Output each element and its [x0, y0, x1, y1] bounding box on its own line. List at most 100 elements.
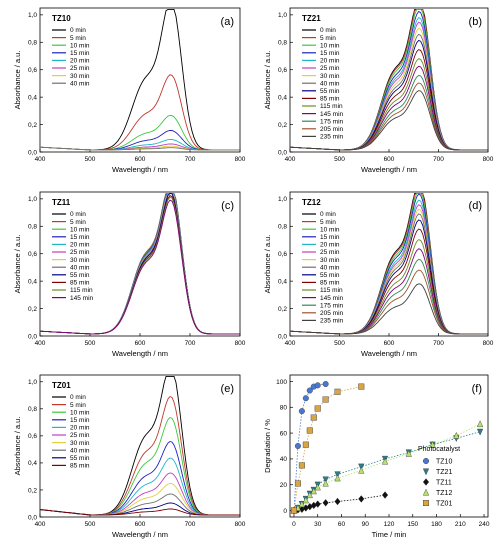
spectrum-line-25-min: [40, 472, 240, 516]
panel-label: (a): [221, 16, 234, 28]
x-tick-label: 90: [362, 521, 370, 528]
legend-entry: 85 min: [320, 280, 340, 287]
data-point: [310, 414, 317, 421]
x-tick-label: 400: [35, 340, 46, 347]
x-tick-label: 600: [384, 340, 395, 347]
legend-entry: 115 min: [320, 287, 343, 294]
data-point: [405, 449, 412, 457]
x-tick-label: 400: [35, 521, 46, 528]
series-trend-TZ10: [293, 383, 326, 511]
legend-entry: 20 min: [70, 425, 90, 432]
legend-entry: 20 min: [70, 242, 90, 249]
chart-title: TZ01: [52, 381, 71, 390]
x-tick-label: 500: [85, 156, 96, 163]
y-tick-label: 0: [283, 508, 287, 515]
legend-entry: 145 min: [320, 295, 344, 302]
x-tick-label: 240: [479, 521, 490, 528]
legend-entry: 25 min: [70, 65, 90, 72]
data-point: [358, 466, 365, 474]
data-point: [298, 500, 305, 508]
legend-entry: 30 min: [70, 440, 90, 447]
data-point: [322, 396, 329, 403]
series-trend-TZ01: [293, 386, 362, 511]
legend-entry: 55 min: [320, 272, 340, 279]
chart-panel-f: 0 30 60 90 120 150 180 210 240 0 20 40 60 80 100 Time /…: [263, 374, 490, 539]
data-point: [302, 441, 309, 448]
data-point: [476, 428, 484, 436]
y-tick-label: 0,6: [28, 67, 37, 74]
legend-entry: 10 min: [70, 42, 90, 49]
y-tick-label: 1,0: [278, 12, 287, 19]
y-tick-label: 0,2: [278, 306, 287, 313]
y-tick-label: 0,6: [28, 251, 37, 258]
x-tick-label: 600: [135, 340, 146, 347]
y-axis-label: Absorbance / a.u.: [263, 51, 272, 110]
y-tick-label: 1,0: [28, 196, 37, 203]
y-tick-label: 0,8: [278, 40, 287, 47]
legend-entry: 5 min: [70, 219, 86, 226]
y-tick-label: 0,0: [278, 149, 287, 156]
legend-entry: 145 min: [320, 111, 344, 118]
y-tick-label: 0,0: [28, 514, 37, 521]
x-tick-label: 700: [185, 521, 196, 528]
legend-entry: 235 min: [320, 318, 344, 325]
data-point: [314, 382, 321, 389]
legend-entry: 10 min: [70, 409, 90, 416]
legend-entry: 25 min: [320, 65, 340, 72]
x-tick-label: 800: [483, 156, 494, 163]
y-tick-label: 0,2: [28, 306, 37, 313]
y-tick-label: 0,6: [28, 433, 37, 440]
legend-entry: 85 min: [320, 96, 340, 103]
x-tick-label: 500: [85, 521, 96, 528]
chart-title: TZ21: [302, 14, 321, 23]
data-point: [476, 420, 484, 428]
x-tick-label: 800: [235, 340, 246, 347]
legend-entry: TZ10: [436, 458, 452, 465]
legend-entry: 235 min: [320, 134, 344, 141]
chart-panel-d: 400 500 600 700 800 0,0 0,2 0,4 0,6 0,8 1,0 Wavelen…: [263, 191, 494, 358]
legend-entry: 10 min: [320, 42, 340, 49]
x-tick-label: 120: [384, 521, 395, 528]
legend-entry: 40 min: [320, 80, 340, 87]
x-tick-label: 400: [35, 156, 46, 163]
x-tick-label: 600: [135, 156, 146, 163]
x-tick-label: 0: [292, 521, 296, 528]
x-tick-label: 600: [135, 521, 146, 528]
chart-title: TZ10: [52, 14, 71, 23]
legend-entry: TZ21: [436, 469, 452, 476]
y-tick-label: 0,4: [28, 460, 37, 467]
data-point: [358, 495, 365, 503]
legend-title: Photocatalyst: [418, 446, 460, 453]
legend-entry: 55 min: [70, 455, 90, 462]
legend-entry: 0 min: [70, 394, 86, 401]
legend-entry: 15 min: [70, 50, 90, 57]
y-tick-label: 0,0: [28, 333, 37, 340]
data-point: [314, 405, 321, 412]
legend-entry: 5 min: [320, 219, 336, 226]
data-point: [306, 427, 313, 434]
chart-panel-b: 400 500 600 700 800 0,0 0,2 0,4 0,6 0,8 1,0 Wavelen…: [263, 7, 494, 174]
y-tick-label: 1,0: [28, 379, 37, 386]
y-tick-label: 40: [280, 456, 288, 463]
legend-entry: 20 min: [320, 58, 340, 65]
x-axis-label: Time / min: [372, 530, 407, 539]
panel-label: (e): [221, 383, 234, 395]
data-point: [314, 500, 321, 508]
series-trend-TZ12: [293, 423, 481, 511]
legend-entry: 55 min: [320, 88, 340, 95]
data-point: [381, 457, 389, 465]
data-point: [381, 491, 389, 499]
x-tick-label: 600: [384, 156, 395, 163]
x-tick-label: 400: [285, 340, 296, 347]
panel-label: (d): [469, 200, 482, 212]
data-point: [423, 458, 430, 465]
legend-entry: TZ11: [436, 479, 452, 486]
legend-entry: 0 min: [320, 27, 336, 34]
x-tick-label: 500: [334, 156, 345, 163]
y-tick-label: 0,4: [278, 278, 287, 285]
panel-label: (c): [221, 200, 234, 212]
y-tick-label: 100: [276, 379, 287, 386]
x-tick-label: 700: [185, 340, 196, 347]
